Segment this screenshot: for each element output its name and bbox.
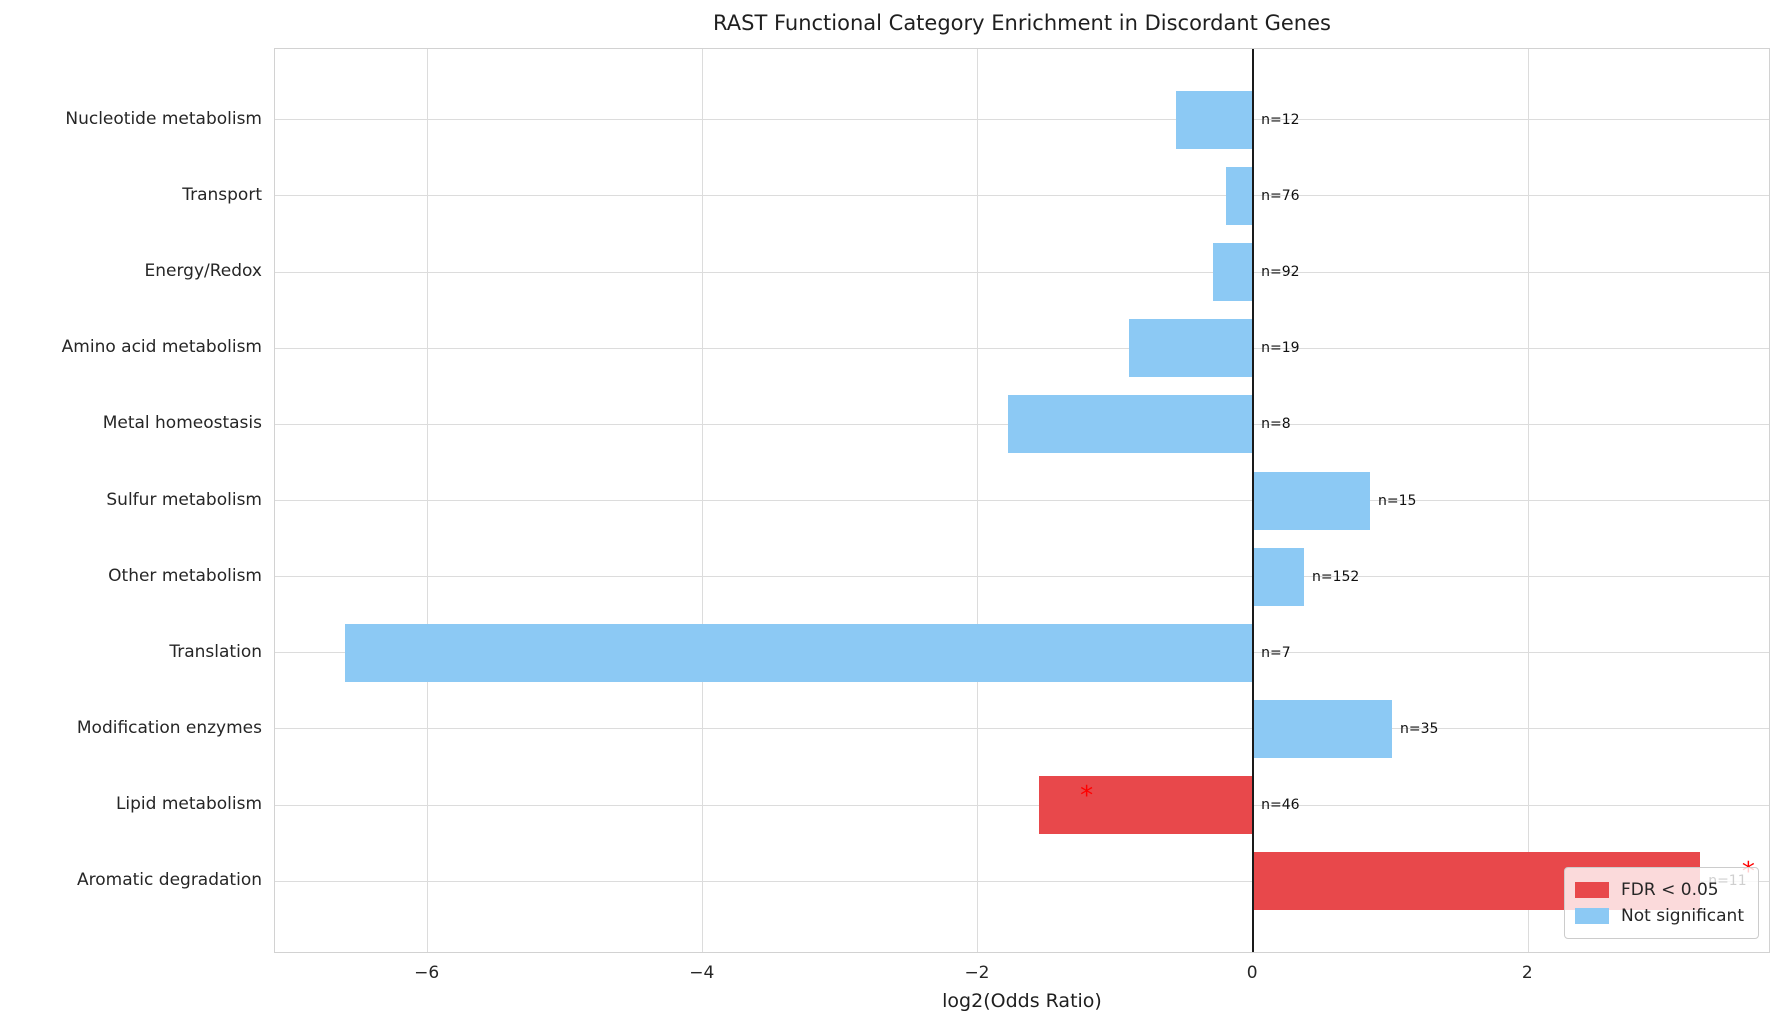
legend-item-not-significant: Not significant — [1575, 903, 1744, 929]
y-tick-label: Translation — [169, 641, 262, 662]
bar-energy-redox — [1213, 243, 1254, 302]
y-gridline — [275, 728, 1769, 730]
y-tick-label: Transport — [182, 184, 262, 205]
bar-transport — [1225, 166, 1254, 225]
bar-lipid-metabolism — [1038, 776, 1254, 835]
chart-title: RAST Functional Category Enrichment in D… — [713, 11, 1331, 35]
legend-label-significant: FDR < 0.05 — [1621, 880, 1719, 900]
count-label: n=46 — [1261, 797, 1300, 814]
y-tick-label: Lipid metabolism — [115, 794, 262, 815]
significance-asterisk: * — [1080, 781, 1094, 812]
y-tick-label: Energy/Redox — [144, 261, 262, 282]
count-label: n=19 — [1261, 340, 1300, 357]
y-gridline — [275, 271, 1769, 273]
legend-swatch-significant — [1575, 882, 1610, 898]
bar-other-metabolism — [1253, 547, 1304, 606]
y-gridline — [275, 119, 1769, 121]
count-label: n=15 — [1378, 492, 1417, 509]
bar-amino-acid-metabolism — [1129, 319, 1254, 378]
x-tick-label: 2 — [1521, 963, 1533, 983]
zero-axis-line — [1252, 49, 1255, 952]
x-tick-label: −2 — [964, 963, 990, 983]
count-label: n=76 — [1261, 187, 1300, 204]
x-tick-label: 0 — [1246, 963, 1258, 983]
y-gridline — [275, 500, 1769, 501]
y-gridline — [275, 195, 1769, 197]
count-label: n=8 — [1261, 416, 1291, 433]
y-tick-label: Other metabolism — [108, 565, 262, 586]
y-tick-label: Amino acid metabolism — [61, 337, 262, 358]
y-gridline — [275, 804, 1769, 806]
x-tick-label: −4 — [689, 963, 715, 983]
count-label: n=92 — [1261, 264, 1300, 281]
y-gridline — [275, 347, 1769, 349]
y-gridline — [275, 576, 1769, 578]
legend-item-significant: FDR < 0.05 — [1575, 877, 1744, 903]
y-tick-label: Modification enzymes — [76, 717, 262, 738]
count-label: n=35 — [1400, 720, 1439, 737]
y-tick-label: Metal homeostasis — [102, 413, 262, 434]
legend-swatch-not-significant — [1575, 908, 1610, 924]
count-label: n=152 — [1312, 568, 1360, 585]
y-tick-label: Aromatic degradation — [77, 870, 262, 891]
count-label: n=12 — [1261, 111, 1300, 128]
x-tick-label: −6 — [414, 963, 440, 983]
legend: FDR < 0.05 Not significant — [1564, 867, 1759, 939]
x-axis-title: log2(Odds Ratio) — [942, 990, 1102, 1012]
bar-nucleotide-metabolism — [1176, 90, 1254, 149]
bar-modification-enzymes — [1253, 699, 1393, 758]
y-tick-label: Sulfur metabolism — [106, 489, 262, 510]
bar-translation — [345, 623, 1254, 682]
count-label: n=7 — [1261, 644, 1291, 661]
bar-metal-homeostasis — [1008, 395, 1254, 454]
y-tick-label: Nucleotide metabolism — [65, 108, 262, 129]
y-gridline — [275, 880, 1769, 882]
plot-area: FDR < 0.05 Not significant n=12 n=76 n=92 n… — [274, 48, 1770, 953]
legend-label-not-significant: Not significant — [1621, 906, 1744, 926]
bar-sulfur-metabolism — [1253, 471, 1371, 530]
